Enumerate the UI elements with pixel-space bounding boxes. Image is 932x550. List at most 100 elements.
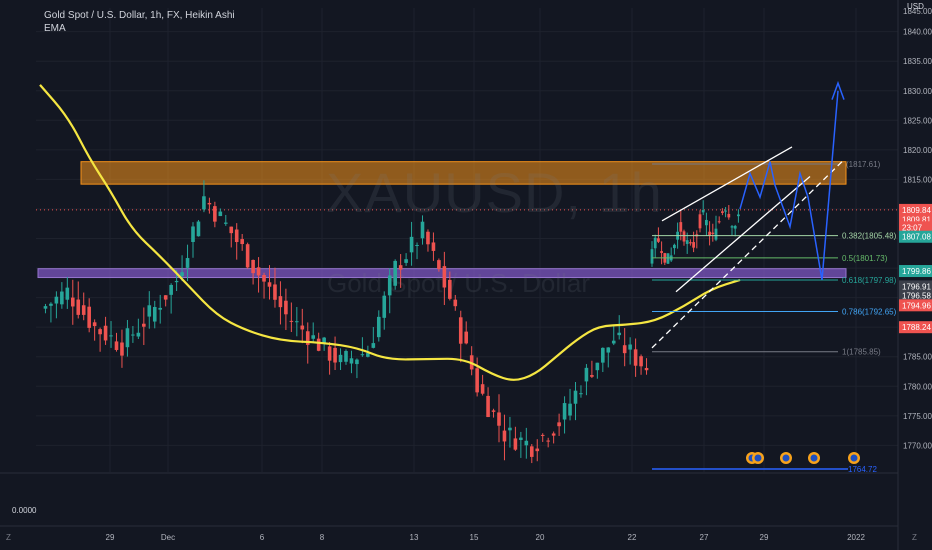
candle-body (125, 328, 130, 348)
candle-body (305, 331, 310, 345)
event-icon-inner (754, 454, 762, 462)
candle-body (415, 244, 419, 246)
candle-body (590, 375, 594, 377)
candle-body (152, 306, 157, 322)
candle-body (398, 265, 403, 270)
candle-body (338, 354, 343, 363)
indicator-label[interactable]: EMA (44, 23, 66, 34)
candle-body (382, 295, 387, 318)
candle-body (366, 353, 370, 357)
candle-body (371, 343, 376, 348)
price-axis-label: 1775.00 (903, 412, 932, 421)
candle-body (453, 299, 458, 307)
candle-body (322, 337, 326, 344)
candle-body (464, 331, 469, 344)
candle-body (682, 231, 686, 242)
time-axis-label: 15 (470, 533, 479, 542)
candle-body (426, 231, 430, 245)
candle-body (529, 446, 534, 457)
candle-body (349, 358, 354, 364)
candle-body (546, 440, 550, 442)
candle-body (207, 202, 212, 205)
candle-body (191, 226, 195, 242)
candle-body (333, 347, 337, 363)
candle-body (344, 350, 348, 362)
candle-body (185, 258, 190, 268)
price-axis-label: 1785.00 (903, 353, 932, 362)
price-tag-label: 1796.91 (902, 282, 931, 291)
candle-body (180, 272, 184, 277)
candle-body (733, 225, 737, 229)
candle-body (169, 284, 173, 295)
price-zones (36, 161, 898, 279)
candle-body (573, 390, 578, 404)
candle-body (701, 210, 705, 213)
candle-body (579, 393, 583, 395)
candle-body (360, 354, 365, 356)
event-icon-inner (850, 454, 858, 462)
fib-bottom-label: 1764.72 (848, 465, 877, 474)
channel-dashed-line (651, 161, 843, 349)
candle-body (278, 296, 283, 308)
candle-body (519, 437, 523, 440)
candle-body (692, 242, 695, 248)
chart-legend[interactable]: Gold Spot / U.S. Dollar, 1h, FX, Heikin … (44, 9, 235, 35)
candle-body (650, 249, 654, 264)
candle-body (131, 334, 135, 336)
candle-body (705, 219, 708, 226)
price-tag-box (899, 230, 932, 243)
candle-body (76, 299, 81, 315)
candle-body (109, 335, 113, 337)
fib-label: 0.618(1797.98) (842, 276, 897, 285)
corner-right-label: Z (912, 533, 917, 542)
candle-body (229, 226, 234, 234)
price-axis-label: 1835.00 (903, 57, 932, 66)
price-tag-label: 1809.81 (902, 216, 931, 225)
price-axis-label: 1825.00 (903, 116, 932, 125)
candle-body (708, 231, 711, 236)
candle-body (660, 251, 663, 253)
candle-body (393, 260, 397, 286)
fib-label: 1(1785.85) (842, 348, 881, 357)
candle-body (98, 329, 102, 335)
candle-body (633, 349, 638, 366)
candle-body (267, 282, 272, 287)
candle-body (376, 316, 381, 338)
price-axis-label: 1780.00 (903, 382, 932, 391)
ema-line (39, 84, 741, 381)
candle-body (491, 410, 496, 412)
fib-label: (1817.61) (846, 160, 881, 169)
candle-body (730, 226, 734, 228)
candle-body (721, 211, 724, 213)
candle-body (147, 305, 152, 317)
candle-body (103, 325, 108, 341)
candle-body (714, 228, 718, 240)
candle-body (727, 213, 731, 218)
corner-left-label: Z (6, 533, 11, 542)
candle-body (508, 427, 512, 431)
price-tag-box (899, 289, 932, 302)
candle-body (431, 242, 436, 251)
candle-body (679, 222, 683, 232)
fib-label: 0.5(1801.73) (842, 254, 888, 263)
candle-body (136, 332, 141, 337)
candle-body (497, 412, 501, 426)
time-axis-label: 29 (760, 533, 769, 542)
candle-body (458, 317, 463, 344)
candle-body (92, 322, 97, 327)
candle-body (174, 280, 179, 283)
candle-body (737, 214, 740, 217)
symbol-title[interactable]: Gold Spot / U.S. Dollar, 1h, FX, Heikin … (44, 10, 235, 21)
candle-body (404, 259, 408, 263)
candle-body (120, 342, 124, 356)
candle-body (311, 335, 316, 339)
candle-body (49, 303, 53, 306)
candle-body (606, 347, 611, 353)
candle-body (387, 275, 392, 296)
candle-body (223, 222, 228, 224)
time-axis-label: 22 (628, 533, 637, 542)
price-axis-label: 1840.00 (903, 28, 932, 37)
event-icon-inner (810, 454, 818, 462)
candle-body (562, 403, 567, 420)
